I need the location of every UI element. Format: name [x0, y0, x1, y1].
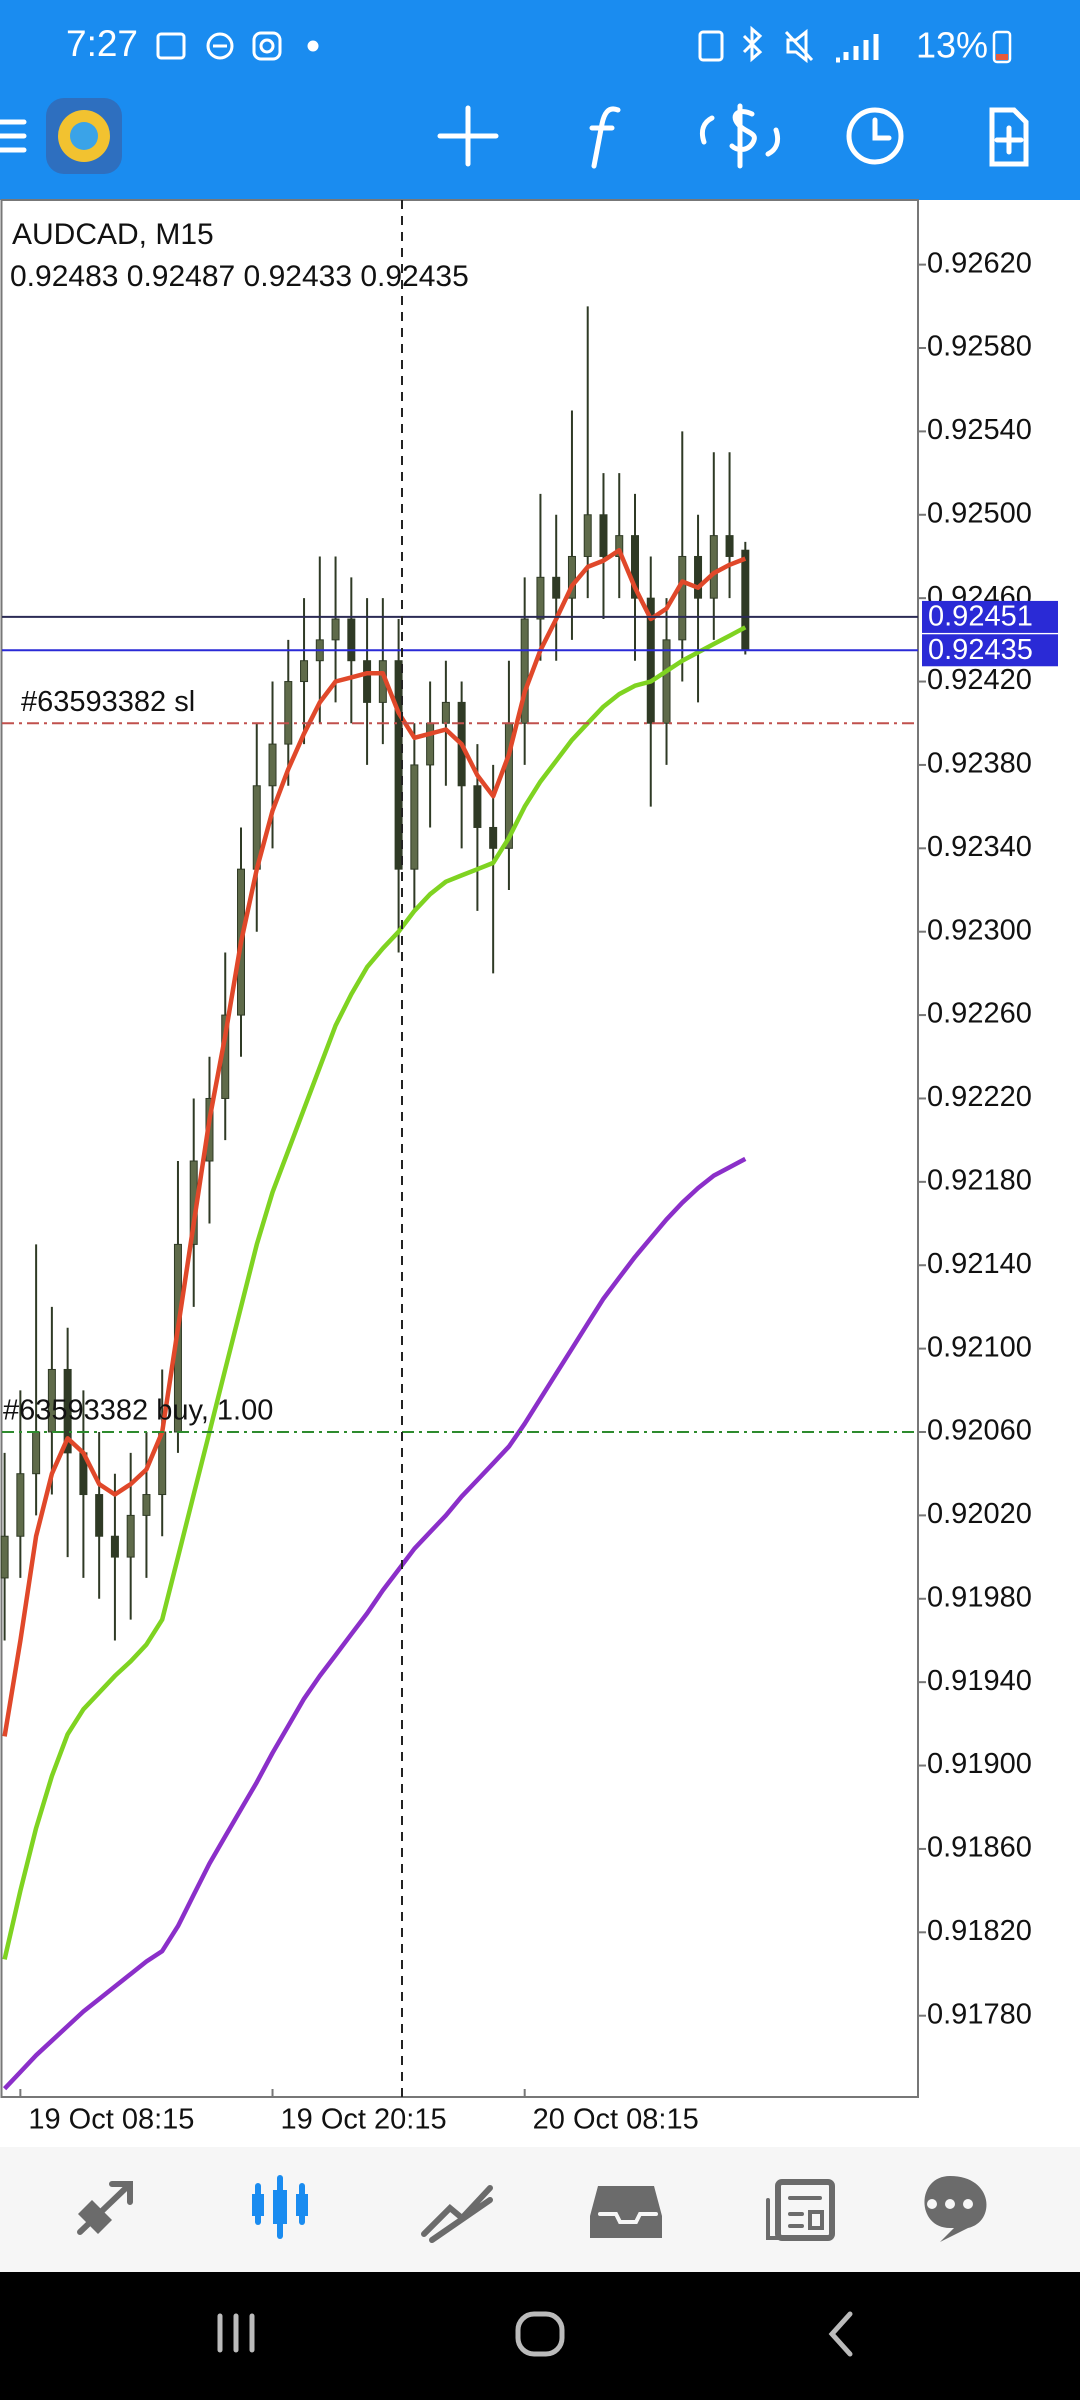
- candle-body: [331, 618, 340, 641]
- candle-body: [520, 618, 529, 724]
- back-button[interactable]: [828, 2311, 853, 2357]
- new-order-button[interactable]: [989, 107, 1029, 167]
- y-tick-label: 0.92020: [927, 1498, 1032, 1530]
- candle-body: [32, 1431, 41, 1475]
- price-box-label: 0.92435: [928, 634, 1033, 666]
- ma-line: [2, 625, 747, 1960]
- y-tick-label: 0.92140: [927, 1248, 1032, 1280]
- candle-body: [410, 764, 419, 870]
- y-tick-label: 0.91780: [927, 1998, 1032, 2030]
- candle-body: [631, 535, 639, 599]
- ma-line: [2, 1156, 747, 2091]
- status-icons: [156, 25, 879, 64]
- y-tick-label: 0.92260: [927, 998, 1032, 1030]
- app-icon[interactable]: [46, 98, 122, 174]
- y-tick-label: 0.92180: [927, 1165, 1032, 1197]
- plot: 0.926200.925800.925400.925000.924600.924…: [0, 247, 1058, 2136]
- candle-body: [489, 826, 498, 849]
- bottom-toolbar: [0, 2147, 1080, 2272]
- candle-body: [441, 701, 450, 724]
- candle-body: [567, 555, 576, 599]
- y-tick-label: 0.92420: [927, 664, 1032, 696]
- y-tick-label: 0.91900: [927, 1748, 1032, 1780]
- quotes-tab[interactable]: [77, 2181, 133, 2235]
- candle-body: [741, 549, 750, 651]
- trade-tab[interactable]: [421, 2185, 493, 2243]
- y-tick-label: 0.92620: [927, 247, 1032, 279]
- y-tick-label: 0.92300: [927, 914, 1032, 946]
- menu-button[interactable]: [0, 119, 27, 153]
- x-tick-label: 19 Oct 08:15: [28, 2104, 194, 2136]
- candle-body: [300, 660, 309, 683]
- price-box: [922, 600, 1058, 633]
- candle-body: [95, 1494, 104, 1537]
- chart-tab[interactable]: [252, 2175, 308, 2239]
- x-tick-label: 20 Oct 08:15: [533, 2104, 699, 2136]
- crosshair-button[interactable]: [437, 105, 499, 167]
- y-tick-label: 0.92340: [927, 831, 1032, 863]
- candle-body: [583, 514, 592, 557]
- battery-text: 13%: [916, 25, 988, 66]
- order-label: #63593382 sl: [21, 686, 195, 718]
- candle-body: [536, 576, 545, 620]
- history-button[interactable]: [846, 107, 904, 165]
- history-tab[interactable]: [590, 2186, 662, 2238]
- y-tick-label: 0.92060: [927, 1415, 1032, 1447]
- candle-body: [16, 1473, 25, 1537]
- battery-icon: [992, 30, 1012, 64]
- candle-body: [678, 555, 687, 641]
- candle-body: [126, 1514, 135, 1558]
- y-tick-label: 0.92380: [927, 748, 1032, 780]
- news-tab[interactable]: [766, 2179, 835, 2241]
- x-tick-label: 19 Oct 20:15: [281, 2104, 447, 2136]
- candle-body: [47, 1368, 56, 1433]
- candle-body: [552, 576, 561, 599]
- candle-body: [694, 555, 703, 599]
- y-tick-label: 0.91940: [927, 1665, 1032, 1697]
- home-button[interactable]: [515, 2311, 565, 2357]
- price-box-label: 0.92451: [928, 601, 1033, 633]
- candle-body: [268, 743, 277, 787]
- y-tick-label: 0.92100: [927, 1331, 1032, 1363]
- order-label: #63593382 buy, 1.00: [3, 1395, 273, 1427]
- indicators-button[interactable]: [589, 106, 621, 169]
- ohlc-readout: 0.92483 0.92487 0.92433 0.92435: [10, 260, 469, 293]
- candle-body: [662, 639, 671, 724]
- y-tick-label: 0.91980: [927, 1581, 1032, 1613]
- y-tick-label: 0.91860: [927, 1832, 1032, 1864]
- y-tick-label: 0.92580: [927, 331, 1032, 363]
- trade-button[interactable]: [699, 103, 781, 169]
- candle-body: [426, 722, 435, 766]
- candle-body: [363, 660, 372, 703]
- ma-line: [2, 547, 747, 1737]
- y-tick-label: 0.92220: [927, 1081, 1032, 1113]
- chart-symbol: AUDCAD, M15: [12, 218, 214, 251]
- y-tick-label: 0.91820: [927, 1915, 1032, 1947]
- candle-body: [709, 535, 718, 599]
- candle-body: [110, 1535, 119, 1558]
- candle-body: [284, 681, 293, 745]
- clock: 7:27: [66, 23, 138, 64]
- y-tick-label: 0.92500: [927, 497, 1032, 529]
- candle-body: [142, 1494, 151, 1516]
- chart-frame: [0, 199, 919, 2098]
- nav-bar: [0, 2272, 1080, 2400]
- recents-button[interactable]: [217, 2313, 255, 2353]
- y-tick-label: 0.92540: [927, 414, 1032, 446]
- candle-body: [599, 514, 608, 557]
- candle-body: [646, 597, 655, 724]
- candle-body: [473, 785, 482, 828]
- candle-body: [347, 618, 356, 662]
- candle-body: [615, 535, 624, 557]
- chat-tab[interactable]: [924, 2176, 987, 2242]
- candle-body: [0, 1535, 9, 1579]
- price-box: [922, 634, 1058, 667]
- candle-body: [725, 535, 734, 557]
- candle-body: [63, 1368, 72, 1454]
